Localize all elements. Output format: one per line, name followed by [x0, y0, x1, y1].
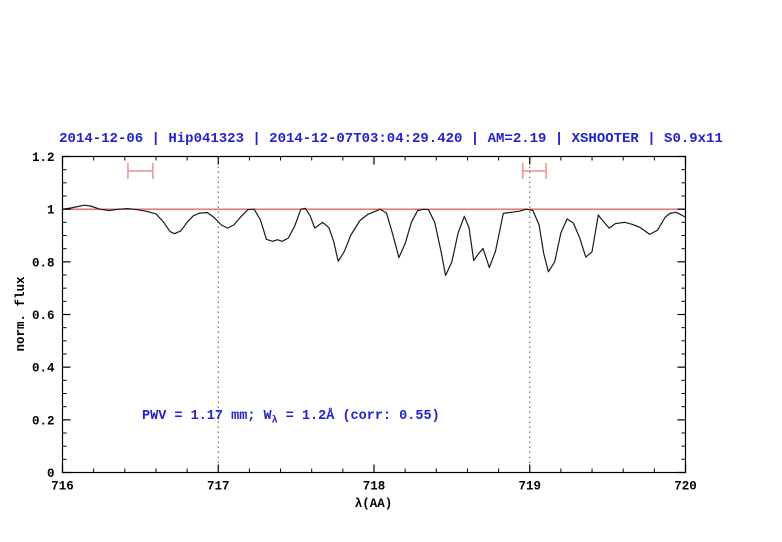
pwv-annotation-lambda-subscript: λ	[271, 415, 278, 427]
y-tick-label: 0.6	[32, 309, 55, 323]
pwv-annotation-prefix: PWV = 1.17 mm; W	[142, 409, 272, 424]
plot-title: 2014-12-06 | Hip041323 | 2014-12-07T03:0…	[59, 131, 723, 147]
pwv-annotation: PWV = 1.17 mm; Wλ = 1.2Å (corr: 0.55)	[142, 409, 440, 427]
y-tick-label: 0.8	[32, 256, 55, 270]
x-tick-label: 716	[51, 480, 74, 494]
y-tick-label: 0.4	[32, 362, 55, 376]
y-tick-label: 1	[47, 204, 55, 218]
y-tick-label: 0.2	[32, 414, 55, 428]
x-axis-label: λ(AA)	[354, 497, 393, 511]
x-tick-label: 718	[363, 480, 386, 494]
y-tick-label: 1.2	[32, 151, 55, 165]
spectrum-line	[61, 204, 687, 277]
pwv-annotation-suffix: = 1.2Å (corr: 0.55)	[277, 409, 440, 424]
x-tick-label: 720	[674, 480, 697, 494]
x-tick-label: 717	[207, 480, 230, 494]
y-axis-label: norm. flux	[14, 276, 28, 352]
y-tick-label: 0	[47, 467, 55, 481]
x-tick-label: 719	[518, 480, 541, 494]
